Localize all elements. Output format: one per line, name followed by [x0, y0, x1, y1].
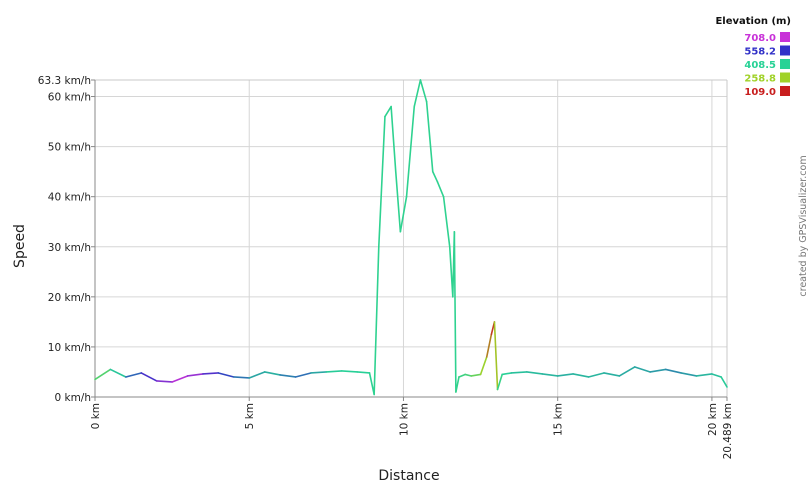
- legend-entry-label: 109.0: [744, 87, 776, 98]
- speed-line-segment: [458, 373, 466, 378]
- speed-line-segment: [464, 373, 473, 377]
- speed-line-segment: [125, 372, 143, 378]
- speed-line-segment: [390, 105, 397, 173]
- speed-line-segment: [425, 100, 434, 173]
- speed-series: [94, 79, 728, 396]
- x-tick-label: 10 km: [398, 403, 410, 436]
- speed-line-segment: [109, 368, 127, 378]
- speed-line-segment: [325, 370, 343, 373]
- speed-line-segment: [493, 321, 499, 391]
- legend-swatch: [780, 86, 790, 96]
- y-tick-label: 10 km/h: [48, 342, 91, 354]
- y-tick-label: 20 km/h: [48, 292, 91, 304]
- speed-line-segment: [377, 115, 386, 248]
- speed-line-segment: [419, 79, 428, 103]
- legend-entry-label: 558.2: [744, 47, 776, 58]
- speed-line-segment: [453, 230, 457, 393]
- speed-line-segment: [649, 368, 667, 373]
- speed-line-segment: [202, 372, 220, 375]
- speed-line-segment: [664, 368, 682, 374]
- plot-area-border: [94, 79, 728, 398]
- speed-line-segment: [556, 373, 574, 377]
- x-tick-label: 20 km: [707, 403, 719, 436]
- speed-line-segment: [356, 371, 371, 374]
- speed-line-segment: [541, 373, 559, 377]
- legend-entry-label: 258.8: [744, 74, 776, 85]
- speed-line-segment: [399, 195, 408, 233]
- speed-line-segment: [373, 245, 380, 396]
- speed-line-segment: [496, 373, 503, 391]
- speed-line-segment: [442, 195, 451, 248]
- y-tick-label: 60 km/h: [48, 92, 91, 104]
- x-axis-ticks: 0 km 5 km 10 km 15 km 20 km 20.489 km: [90, 397, 734, 459]
- speed-line-segment: [526, 371, 544, 375]
- y-tick-label: 0 km/h: [54, 392, 91, 404]
- speed-line-segment: [711, 373, 722, 378]
- speed-line-segment: [455, 376, 460, 393]
- speed-line-segment: [587, 372, 605, 378]
- speed-line-segment: [294, 372, 312, 378]
- x-tick-label: 5 km: [244, 403, 256, 429]
- speed-line-segment: [340, 370, 358, 373]
- credit-text: created by GPSVisualizer.com: [798, 155, 809, 296]
- speed-line-segment: [485, 333, 493, 358]
- speed-line-segment: [94, 368, 112, 381]
- legend-entry-label: 708.0: [744, 33, 776, 44]
- speed-line-segment: [217, 372, 235, 378]
- y-tick-label: 30 km/h: [48, 242, 91, 254]
- x-tick-label: 20.489 km: [722, 403, 734, 459]
- speed-line-segment: [384, 105, 392, 118]
- speed-line-segment: [510, 371, 528, 374]
- x-tick-label: 15 km: [553, 403, 565, 436]
- y-tick-label: 50 km/h: [48, 142, 91, 154]
- legend-title: Elevation (m): [715, 16, 791, 27]
- x-tick-label: 0 km: [90, 403, 102, 429]
- legend-swatch: [780, 72, 790, 83]
- legend-swatch: [780, 45, 790, 56]
- speed-line-segment: [680, 372, 698, 377]
- speed-line-segment: [310, 371, 328, 374]
- speed-line-segment: [413, 79, 422, 108]
- legend-entry-label: 408.5: [744, 60, 776, 71]
- speed-line-segment: [186, 373, 204, 377]
- speed-line-segment: [155, 380, 173, 383]
- speed-line-segment: [572, 373, 590, 378]
- speed-line-segment: [618, 366, 636, 377]
- y-axis-ticks: 0 km/h 10 km/h 20 km/h 30 km/h 40 km/h 50 km/…: [38, 75, 95, 404]
- speed-line-segment: [479, 356, 488, 376]
- speed-line-segment: [263, 371, 281, 376]
- speed-line-segment: [431, 170, 439, 183]
- speed-line-segment: [501, 372, 513, 376]
- speed-line-segment: [171, 375, 189, 383]
- legend-swatch: [780, 32, 790, 42]
- x-axis-title: Distance: [378, 468, 439, 484]
- speed-line-segment: [720, 376, 728, 388]
- speed-line-segment: [405, 105, 416, 198]
- speed-line-segment: [140, 372, 158, 382]
- speed-line-segment: [603, 372, 621, 377]
- y-tick-label: 40 km/h: [48, 192, 91, 204]
- speed-line-segment: [695, 373, 713, 377]
- y-tick-label: 63.3 km/h: [38, 75, 91, 87]
- speed-line-segment: [634, 366, 652, 373]
- speed-line-segment: [368, 372, 375, 396]
- grid-lines: [95, 80, 727, 397]
- elevation-legend: Elevation (m) 708.0 558.2 408.5 258.8 109.0: [715, 16, 791, 98]
- speed-line-segment: [394, 170, 402, 233]
- y-axis-title: Speed: [12, 224, 28, 268]
- speed-line-segment: [248, 371, 266, 379]
- legend-swatch: [780, 59, 790, 69]
- speed-line-segment: [233, 376, 251, 379]
- speed-line-segment: [436, 180, 445, 198]
- speed-line-segment: [279, 374, 297, 378]
- speed-line-segment: [470, 373, 482, 377]
